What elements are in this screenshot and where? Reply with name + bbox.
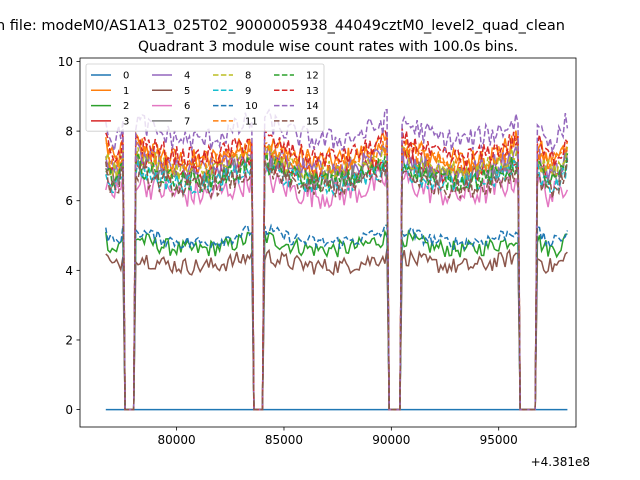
legend-label-9: 9: [245, 86, 251, 97]
x-tick-label: 90000: [372, 433, 410, 447]
legend-label-2: 2: [123, 101, 129, 112]
y-tick-label: 8: [65, 125, 73, 139]
series-line-5: [105, 248, 568, 411]
legend-label-13: 13: [306, 86, 319, 97]
series-line-15: [105, 160, 569, 411]
series-line-8: [105, 143, 569, 411]
legend-label-0: 0: [123, 71, 129, 82]
chart-title: Quadrant 3 module wise count rates with …: [138, 39, 518, 55]
figure-suptitle: n file: modeM0/AS1A13_025T02_9000005938_…: [0, 18, 565, 34]
series-line-12: [105, 153, 569, 411]
series-line-13: [105, 127, 569, 411]
x-offset-label: +4.381e8: [531, 455, 590, 469]
legend-label-6: 6: [184, 101, 190, 112]
legend-label-5: 5: [184, 86, 190, 97]
legend-label-1: 1: [123, 86, 129, 97]
series-line-11: [105, 135, 569, 411]
x-tick-label: 85000: [265, 433, 303, 447]
y-tick-label: 2: [65, 333, 73, 347]
y-tick-label: 6: [65, 194, 73, 208]
legend-label-11: 11: [245, 116, 258, 127]
legend-label-4: 4: [184, 71, 190, 82]
y-tick-label: 10: [58, 55, 73, 69]
y-tick-label: 0: [65, 403, 73, 417]
legend-label-7: 7: [184, 116, 190, 127]
legend-label-3: 3: [123, 116, 129, 127]
legend-label-14: 14: [306, 101, 319, 112]
y-tick-label: 4: [65, 264, 73, 278]
x-tick-label: 80000: [158, 433, 196, 447]
series-line-10: [105, 223, 569, 411]
plot-frame: [79, 57, 577, 428]
legend-box: [85, 63, 325, 132]
series-line-2: [105, 228, 568, 411]
series-line-14: [105, 108, 569, 411]
legend-label-10: 10: [245, 101, 258, 112]
legend-label-8: 8: [245, 71, 251, 82]
x-tick-label: 95000: [480, 433, 518, 447]
series-layer: [105, 108, 569, 411]
legend-label-15: 15: [306, 116, 319, 127]
legend-label-12: 12: [306, 71, 319, 82]
